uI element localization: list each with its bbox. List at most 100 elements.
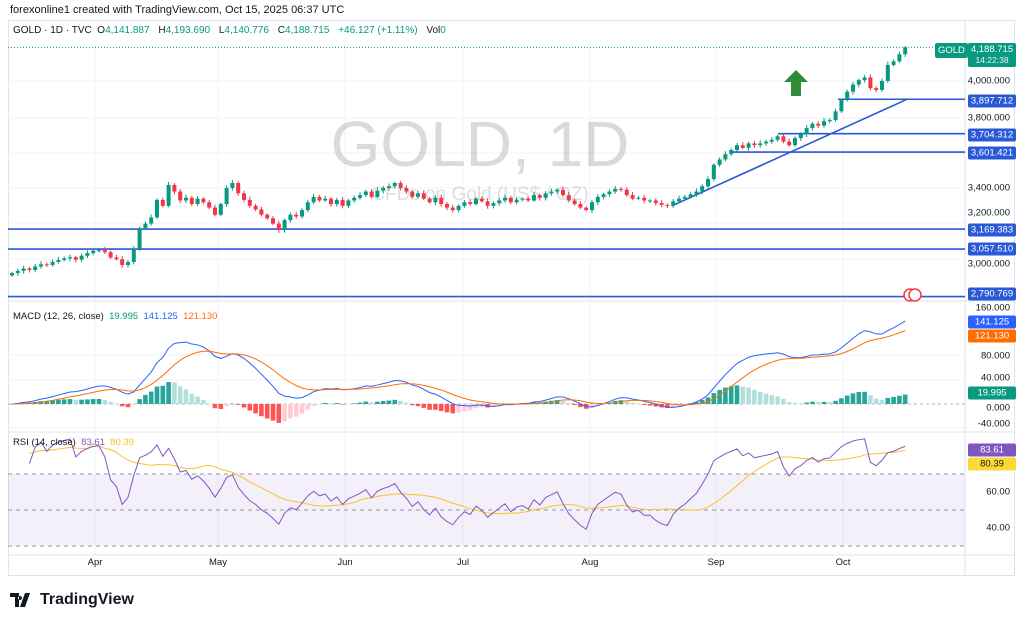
tradingview-logo[interactable]: TradingView (10, 591, 134, 609)
macd-histogram-bar (479, 404, 485, 408)
level-tag: 3,057.510 (968, 242, 1016, 256)
macd-histogram-bar (421, 404, 427, 408)
candle-body (659, 203, 664, 205)
candle-body (276, 223, 281, 231)
candle-body (462, 202, 467, 206)
macd-histogram-bar (224, 404, 229, 407)
candle-body (804, 128, 809, 135)
macd-histogram-bar (636, 403, 641, 405)
candle-body (358, 195, 362, 198)
candle-body (642, 197, 647, 201)
candle-body (677, 198, 681, 202)
candle-body (752, 143, 757, 146)
candle-body (601, 194, 606, 197)
candle-body (561, 189, 565, 196)
ohlc-legend: GOLD · 1D · TVC O4,141.887 H4,193.690 L4… (13, 25, 452, 36)
macd-histogram-bar (804, 402, 809, 404)
candle-body (329, 198, 333, 205)
macd-histogram-bar (873, 398, 879, 404)
candle-body (10, 273, 14, 276)
rsi-value: 83.61 (81, 437, 105, 448)
macd-histogram-bar (699, 399, 705, 404)
macd-histogram-bar (137, 399, 142, 404)
macd-histogram-bar (50, 400, 55, 404)
candle-body (682, 196, 687, 199)
macd-histogram-bar (253, 404, 258, 414)
macd-title[interactable]: MACD (12, 26, close) (13, 311, 104, 322)
candle-body (613, 188, 618, 192)
trendline (671, 98, 909, 207)
rsi-ma-tag: 80.39 (968, 457, 1016, 471)
macd-tick: 80.000 (980, 350, 1010, 362)
macd-histogram-bar (554, 400, 560, 404)
macd-histogram-bar (206, 403, 212, 405)
candle-body (880, 81, 884, 90)
candle-body (230, 182, 235, 188)
candle-body (166, 184, 171, 206)
macd-signal-value: 121.130 (183, 311, 218, 322)
symbol-info[interactable]: GOLD · 1D · TVC (13, 25, 92, 36)
macd-histogram-bar (293, 404, 299, 417)
candle-body (102, 250, 107, 253)
rsi-title[interactable]: RSI (14, close) (13, 437, 76, 448)
candle-body (288, 214, 293, 221)
macd-line-value: 141.125 (143, 311, 178, 322)
macd-histogram-bar (467, 404, 473, 411)
candle-body (491, 203, 496, 206)
macd-histogram-bar (438, 404, 444, 412)
macd-histogram-bar (786, 402, 792, 404)
candle-body (450, 207, 455, 211)
last-price-tag: 4,188.715 14:22:38 (968, 43, 1016, 67)
macd-histogram-bar (79, 399, 84, 404)
candle-body (885, 64, 890, 81)
candle-body (282, 220, 287, 231)
macd-histogram-bar (328, 403, 334, 405)
candle-body (445, 204, 449, 208)
macd-hist-value: 19.995 (109, 311, 139, 322)
time-label: Sep (707, 557, 725, 568)
macd-histogram-bar (844, 395, 850, 404)
macd-histogram-bar (839, 398, 844, 404)
macd-histogram-bar (618, 400, 624, 404)
bar-countdown: 14:22:38 (975, 55, 1009, 65)
macd-histogram-bar (827, 402, 833, 404)
macd-histogram-bar (61, 399, 67, 404)
time-label: Jun (337, 557, 353, 568)
macd-histogram-bar (108, 401, 113, 404)
macd-histogram-bar (166, 382, 171, 404)
candle-body (300, 210, 304, 217)
candle-body (201, 198, 206, 203)
rsi-band-background (8, 474, 965, 546)
candle-body (15, 270, 20, 274)
macd-histogram-bar (752, 389, 757, 404)
macd-histogram-bar (734, 385, 740, 404)
candle-body (497, 200, 502, 204)
candle-body (764, 141, 768, 144)
candle-body (630, 195, 635, 199)
macd-histogram-bar (589, 404, 595, 408)
macd-histogram-bar (792, 403, 798, 404)
macd-histogram-bar (299, 404, 305, 414)
candle-body (740, 145, 745, 148)
candle-body (143, 223, 148, 229)
macd-histogram-bar (73, 399, 79, 404)
macd-histogram-bar (641, 404, 647, 405)
macd-histogram-bar (241, 404, 247, 408)
price-tick: 4,000.000 (967, 75, 1010, 87)
candle-body (427, 198, 432, 203)
candle-body (375, 190, 380, 197)
macd-histogram-bar (119, 404, 125, 407)
macd-histogram-bar (798, 403, 804, 404)
macd-histogram-bar (38, 401, 44, 404)
candle-body (711, 164, 716, 180)
macd-histogram-bar (572, 404, 577, 406)
macd-histogram-bar (705, 397, 711, 404)
macd-hist-tag: 19.995 (968, 386, 1016, 400)
macd-histogram-bar (409, 404, 415, 406)
candle-body (590, 202, 594, 211)
macd-histogram-bar (102, 399, 108, 404)
level-tag: 3,601.421 (968, 146, 1016, 160)
candle-body (120, 259, 125, 266)
candle-body (155, 199, 159, 218)
